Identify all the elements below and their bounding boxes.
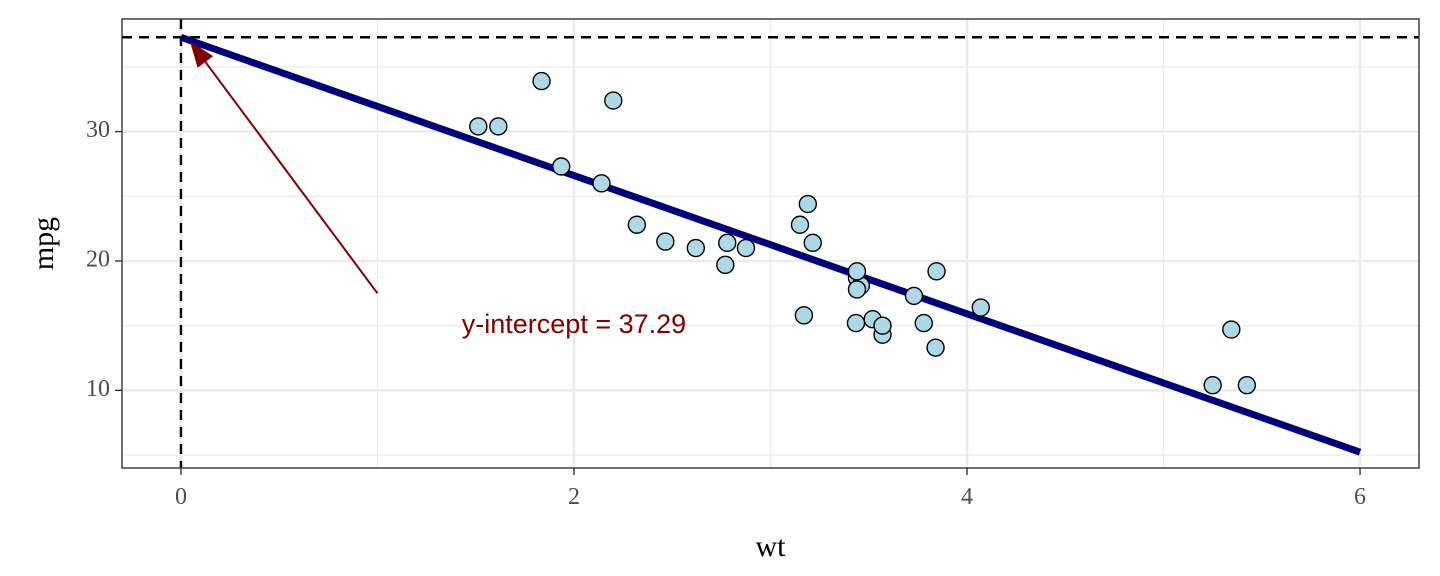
data-point xyxy=(847,262,867,281)
data-point xyxy=(847,280,867,299)
annotation-arrow xyxy=(189,41,379,294)
x-axis-ticks: 0 2 4 6 xyxy=(175,468,1366,510)
data-point xyxy=(592,174,611,193)
annotation-label: y-intercept = 37.29 xyxy=(462,309,686,339)
data-point xyxy=(1203,375,1222,395)
regression-line xyxy=(179,33,1362,456)
x-tick-label: 4 xyxy=(961,484,973,510)
data-point xyxy=(656,232,675,251)
data-point xyxy=(790,215,810,234)
x-tick-label: 6 xyxy=(1354,484,1366,510)
data-point xyxy=(532,71,551,91)
data-point xyxy=(914,313,933,333)
data-point xyxy=(873,316,892,335)
grid-major xyxy=(122,19,1419,468)
data-point xyxy=(736,238,756,258)
data-point xyxy=(1222,320,1241,339)
x-axis-title: wt xyxy=(756,530,787,563)
y-axis-title: mpg xyxy=(27,217,60,270)
data-point xyxy=(846,313,866,333)
data-point xyxy=(469,117,488,136)
scatter-points xyxy=(469,71,1257,395)
data-point xyxy=(803,233,822,253)
y-axis-ticks: 10 20 30 xyxy=(86,117,122,402)
data-point xyxy=(971,298,990,317)
regression-line-group xyxy=(179,33,1362,456)
data-point xyxy=(794,306,814,325)
y-tick-label: 30 xyxy=(86,117,110,143)
data-point xyxy=(904,286,924,306)
data-point xyxy=(927,262,946,281)
x-tick-label: 0 xyxy=(175,484,187,510)
data-point xyxy=(798,194,818,214)
data-point xyxy=(686,238,706,258)
annotation-group: y-intercept = 37.29 xyxy=(189,41,686,339)
y-tick-label: 10 xyxy=(86,376,110,402)
data-point xyxy=(718,233,737,253)
reference-lines xyxy=(122,19,1419,468)
data-point xyxy=(1237,375,1257,395)
data-point xyxy=(604,91,623,110)
data-point xyxy=(627,215,647,234)
data-point xyxy=(552,157,571,176)
panel-border xyxy=(121,18,1420,469)
annotation-arrowhead xyxy=(189,41,214,68)
data-point xyxy=(926,338,945,357)
data-point xyxy=(716,255,735,275)
y-tick-label: 20 xyxy=(86,246,110,272)
data-point xyxy=(489,117,508,136)
x-tick-label: 2 xyxy=(568,484,580,510)
grid-minor xyxy=(122,19,1419,468)
